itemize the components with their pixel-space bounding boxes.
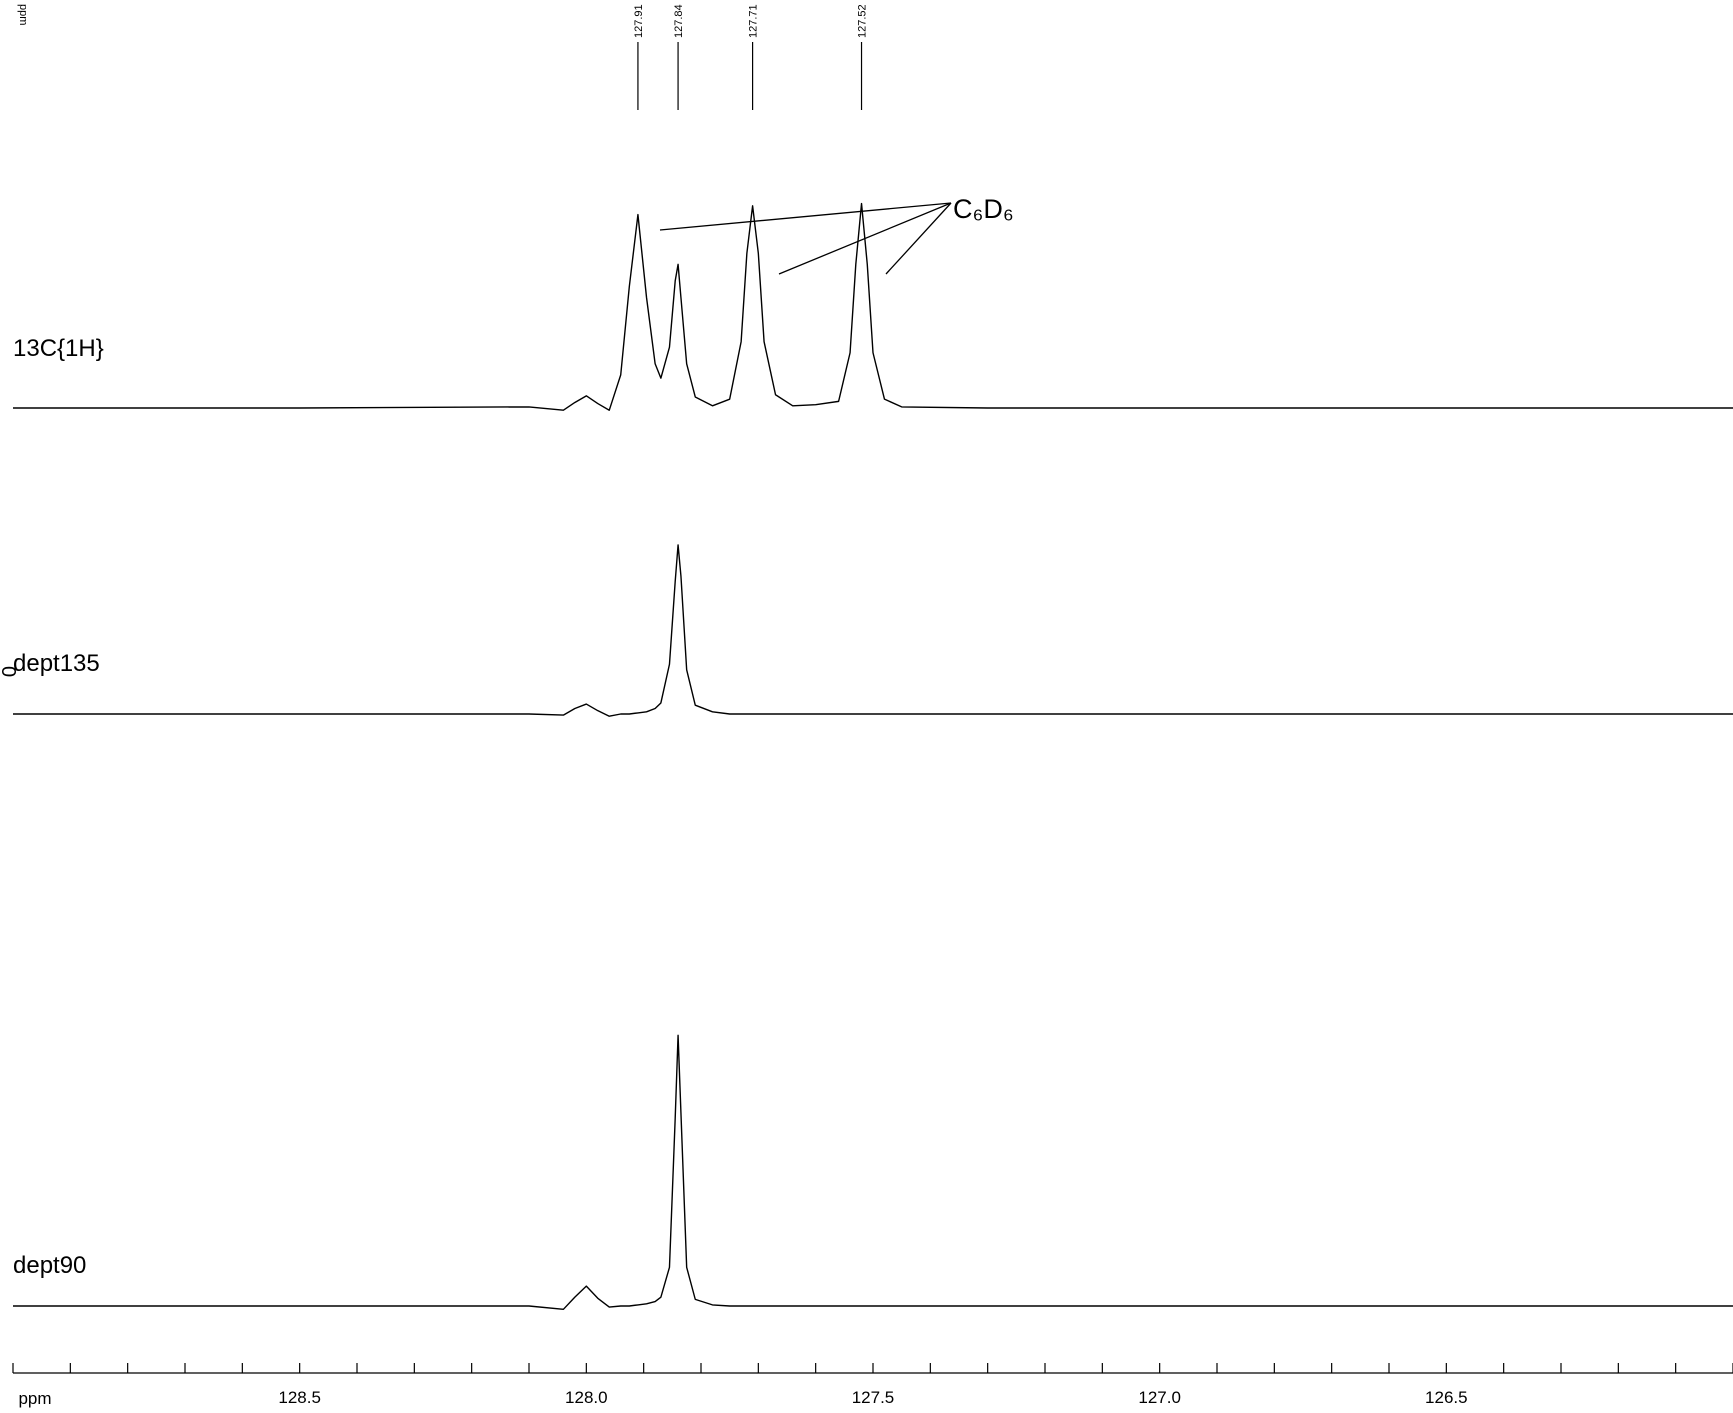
leader-line	[659, 202, 952, 231]
peak-pick-label: 127.91	[633, 4, 645, 38]
leader-line	[885, 202, 952, 275]
spectrum-trace	[13, 202, 1733, 411]
spectrum-trace	[13, 1034, 1733, 1311]
x-tick-label: 127.5	[852, 1388, 895, 1407]
peak-pick-label: 127.71	[748, 4, 760, 38]
offset-label: 0	[0, 666, 19, 677]
annotation-leaders	[659, 202, 952, 275]
x-tick-label: 127.0	[1138, 1388, 1181, 1407]
x-axis-label: ppm	[18, 1389, 51, 1408]
x-tick-label: 128.0	[565, 1388, 608, 1407]
x-tick-label: 126.5	[1425, 1388, 1468, 1407]
trace-label: 13C{1H}	[13, 335, 104, 362]
spectrum-trace	[13, 544, 1733, 717]
trace-label: dept90	[13, 1252, 86, 1279]
trace-label: dept135	[13, 650, 100, 677]
peak-pick-label: 127.84	[673, 4, 685, 38]
peak-pick-label: 127.52	[857, 4, 869, 38]
x-tick-label: 128.5	[278, 1388, 321, 1407]
peak-axis-label: ppm	[17, 4, 29, 25]
solvent-annotation: C₆D₆	[953, 194, 1014, 224]
